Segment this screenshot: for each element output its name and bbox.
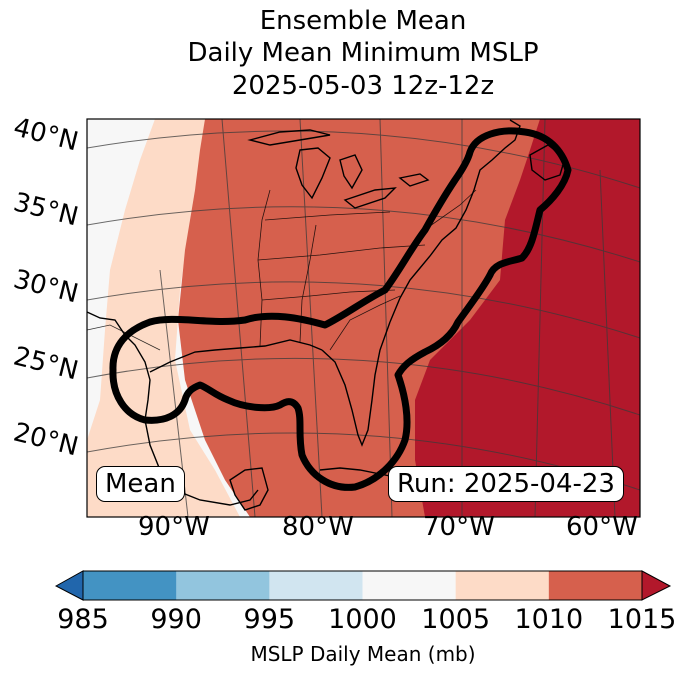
field-eastern-high <box>415 119 640 517</box>
border-6 <box>264 211 391 221</box>
contour-line <box>109 127 572 491</box>
colorbar-tick-1015: 1015 <box>607 604 677 635</box>
graticule-lat-35 <box>87 206 640 263</box>
map-frame <box>86 118 641 518</box>
colorbar-bin-995-1000 <box>269 571 363 600</box>
lon-label-80w: 80°W <box>282 512 354 542</box>
colorbar-tick-1010: 1010 <box>514 604 584 635</box>
lake-ontario <box>398 173 430 187</box>
lon-label-60w: 60°W <box>566 512 638 542</box>
colorbar-over-arrow <box>641 570 672 601</box>
border-4 <box>261 289 396 301</box>
colorbar-tick-995: 995 <box>243 604 296 635</box>
colorbar-under-arrow <box>54 570 84 601</box>
florida-coast <box>321 321 391 447</box>
graticule-lon-60 <box>599 169 616 517</box>
lon-label-70w: 70°W <box>423 512 495 542</box>
graticule-lat-30 <box>87 281 640 339</box>
lake-erie <box>343 187 397 209</box>
colorbar-tick-990: 990 <box>150 604 202 635</box>
colorbar-bin-985-990 <box>83 571 177 600</box>
gulf-north-coast <box>149 339 323 373</box>
colorbar-tick-1005: 1005 <box>421 604 491 635</box>
border-8 <box>429 189 477 227</box>
colorbar-bins <box>83 571 643 600</box>
colorbar-frame <box>82 570 643 601</box>
yucatan <box>229 467 269 511</box>
run-label-box: Run: 2025-04-23 <box>388 466 624 502</box>
colorbar-tick-1000: 1000 <box>328 604 397 635</box>
colorbar-bin-1010-1015 <box>548 571 643 600</box>
colorbar-tick-985: 985 <box>57 604 109 635</box>
graticule-lat-25 <box>87 357 640 416</box>
atlantic-coast <box>389 119 521 323</box>
graticule-lon-65 <box>534 119 546 517</box>
lake-michigan <box>295 147 331 200</box>
border-3 <box>329 295 401 351</box>
nova-scotia <box>529 144 566 181</box>
colorbar-bin-1005-1010 <box>455 571 550 600</box>
border-5 <box>257 244 426 261</box>
title-line-2: Daily Mean Minimum MSLP <box>187 38 539 68</box>
graticule-lon-75 <box>379 119 393 517</box>
lake-huron <box>339 154 363 190</box>
title-line-1: Ensemble Mean <box>259 6 467 36</box>
lake-superior <box>247 129 331 146</box>
lon-label-90w: 90°W <box>138 512 210 542</box>
map-panel <box>86 118 641 518</box>
colorbar-bin-1000-1005 <box>362 571 457 600</box>
gulf-west-coast <box>87 311 259 506</box>
colorbar-label: MSLP Daily Mean (mb) <box>250 642 476 666</box>
colorbar-bin-990-995 <box>176 571 270 600</box>
coastlines <box>87 119 566 511</box>
title-line-3: 2025-05-03 12z-12z <box>231 71 495 101</box>
mean-label-box: Mean <box>96 466 185 502</box>
colorbar <box>54 570 672 601</box>
